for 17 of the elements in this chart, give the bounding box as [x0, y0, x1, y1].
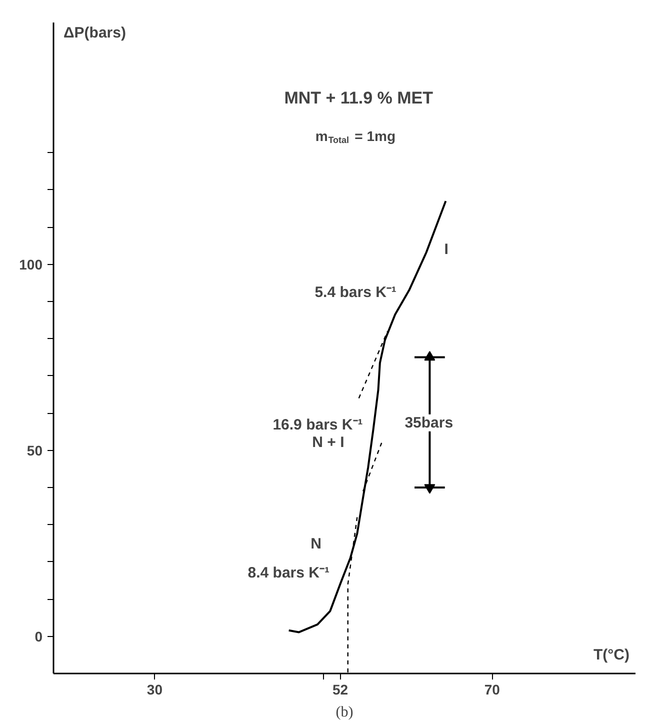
- annotation: N + I: [312, 434, 344, 451]
- y-tick-label: 0: [34, 628, 43, 644]
- x-axis-title: T(°C): [594, 646, 630, 664]
- annotation: I: [444, 241, 448, 258]
- annotation: 35bars: [404, 414, 454, 432]
- x-tick-label: 70: [484, 682, 500, 698]
- text: MNT + 11.9 % MET: [284, 88, 434, 108]
- y-axis-title: ΔP(bars): [64, 24, 126, 42]
- annotation: N: [310, 535, 322, 552]
- annotation: 5.4 bars K⁻¹: [314, 284, 396, 302]
- y-tick-label: 50: [26, 442, 43, 458]
- x-tick-label: 52: [332, 682, 348, 698]
- annotation: 8.4 bars K⁻¹: [248, 564, 330, 582]
- y-tick-label: 100: [19, 256, 43, 272]
- text: (b): [336, 704, 354, 720]
- annotation: 16.9 bars K⁻¹: [272, 416, 363, 434]
- x-tick-label: 30: [146, 682, 163, 698]
